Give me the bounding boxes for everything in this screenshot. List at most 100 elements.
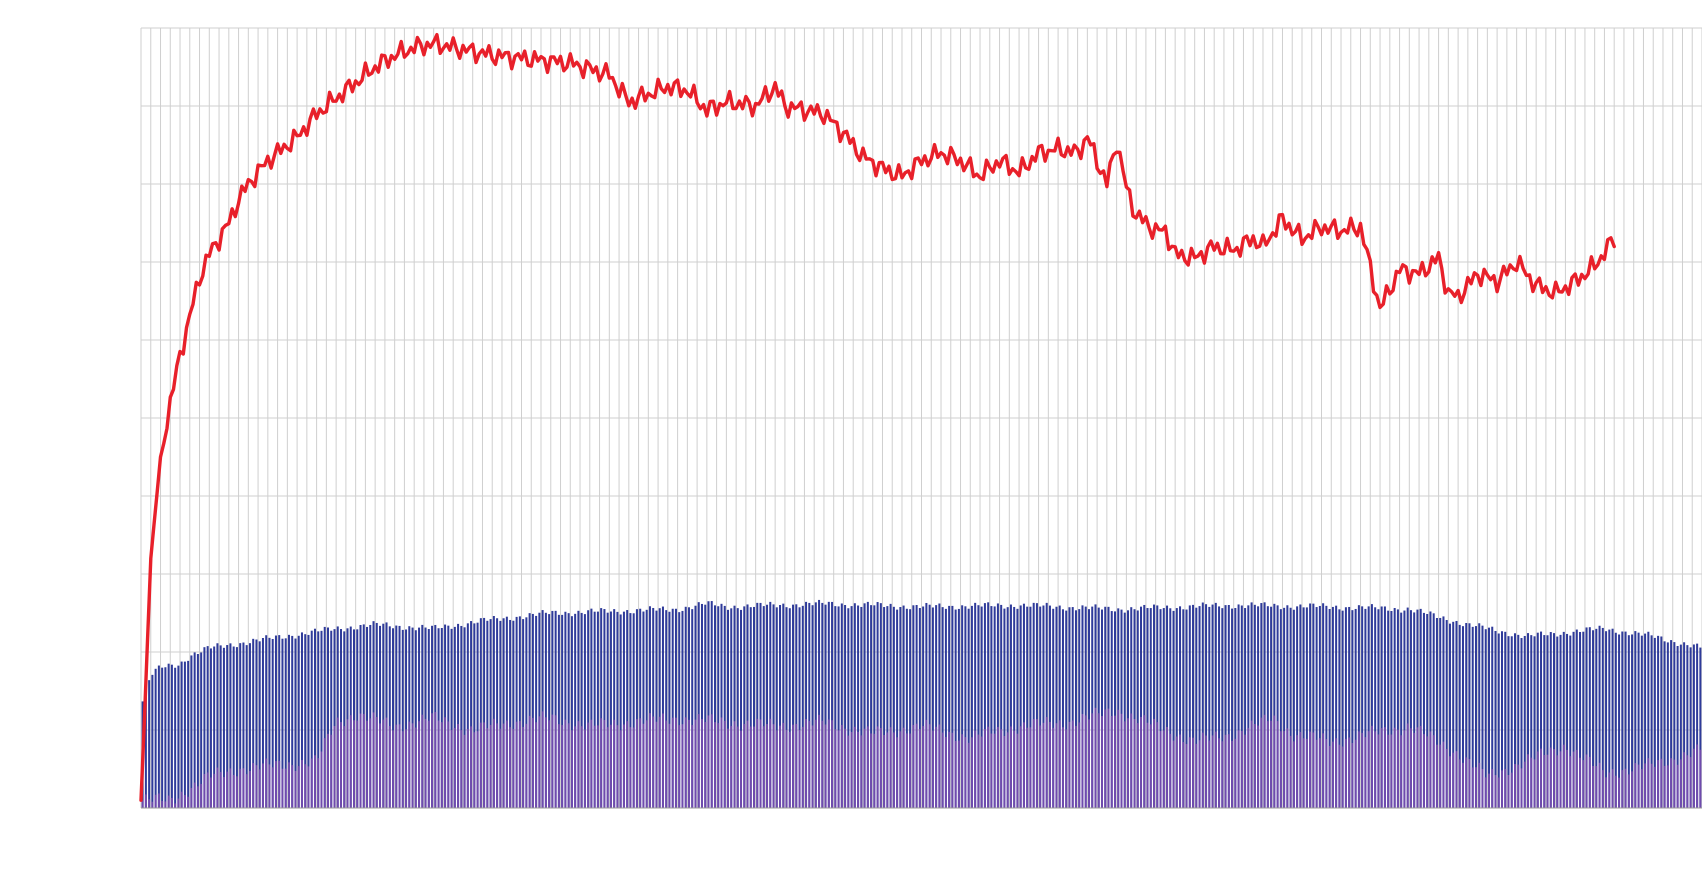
overlay-bar: [535, 722, 538, 808]
background-bar: [655, 610, 658, 808]
overlay-bar: [1058, 720, 1061, 808]
background-bar: [1455, 620, 1458, 808]
background-bar: [1605, 631, 1608, 808]
overlay-bar: [1182, 742, 1185, 808]
overlay-bar: [1302, 738, 1305, 808]
overlay-bar: [1231, 740, 1234, 808]
overlay-bar: [144, 794, 147, 808]
overlay-bar: [1540, 748, 1543, 808]
background-bar: [570, 616, 573, 808]
background-bar: [1071, 607, 1074, 808]
overlay-bar: [909, 733, 912, 808]
background-bar: [174, 667, 177, 808]
background-bar: [326, 627, 330, 808]
overlay-bar: [1068, 721, 1071, 808]
overlay-bar: [665, 720, 668, 808]
overlay-bar: [1455, 751, 1458, 808]
overlay-bar: [1452, 752, 1455, 808]
overlay-bar: [1585, 754, 1588, 808]
background-bar: [271, 638, 274, 808]
overlay-bar: [154, 794, 157, 808]
background-bar: [961, 605, 964, 808]
overlay-bar: [996, 727, 999, 808]
background-bar: [700, 603, 703, 808]
background-bar: [1465, 622, 1468, 808]
background-bar: [759, 602, 762, 808]
overlay-bar: [151, 801, 154, 808]
background-bar: [1523, 635, 1526, 808]
background-bar: [1553, 633, 1556, 808]
background-bar: [1126, 610, 1130, 808]
overlay-bar: [889, 727, 892, 808]
overlay-bar: [408, 721, 411, 808]
overlay-bar: [1676, 764, 1679, 808]
line-series: [139, 33, 1616, 802]
background-bar: [1312, 603, 1315, 808]
background-bar: [769, 601, 772, 808]
background-bar: [1113, 611, 1117, 808]
overlay-bar: [479, 722, 482, 808]
background-bar: [860, 606, 863, 808]
overlay-bar: [183, 795, 186, 808]
overlay-bar: [1279, 731, 1282, 808]
background-bar: [977, 605, 980, 808]
background-bar: [382, 623, 385, 808]
overlay-bar: [561, 725, 564, 808]
overlay-bar: [1390, 734, 1393, 808]
background-bar: [899, 607, 902, 808]
background-bar: [1029, 606, 1032, 808]
background-bar: [1299, 604, 1302, 808]
background-bar: [827, 601, 830, 808]
overlay-bar: [1234, 738, 1237, 808]
overlay-bar: [1126, 718, 1130, 808]
background-bar: [193, 652, 196, 808]
overlay-bar: [1312, 732, 1315, 808]
background-bar: [190, 655, 193, 808]
background-bar: [239, 643, 242, 808]
overlay-bar: [447, 721, 450, 808]
background-bar: [1507, 636, 1510, 808]
overlay-bar: [785, 729, 788, 808]
overlay-bar: [769, 718, 772, 808]
overlay-bar: [1468, 759, 1471, 808]
overlay-bar: [1406, 723, 1409, 808]
background-bar: [1364, 608, 1367, 808]
overlay-bar: [1461, 762, 1464, 808]
background-bar: [902, 605, 905, 808]
background-bar: [161, 667, 164, 808]
overlay-bar: [626, 721, 629, 808]
overlay-bar: [983, 729, 986, 808]
background-bar: [515, 616, 518, 808]
background-bar: [1679, 644, 1682, 808]
background-bar: [876, 602, 879, 808]
background-bar: [343, 631, 346, 808]
overlay-bar: [671, 717, 674, 808]
background-bar: [772, 604, 775, 808]
overlay-bar: [1338, 744, 1341, 808]
background-bar: [1302, 607, 1305, 808]
overlay-bar: [496, 723, 499, 808]
background-bar: [177, 665, 180, 808]
background-bar: [1517, 634, 1520, 808]
overlay-bar: [1403, 730, 1406, 808]
overlay-bar: [635, 719, 638, 808]
background-bar: [951, 605, 954, 808]
overlay-bar: [606, 727, 609, 808]
background-bar: [148, 680, 151, 808]
background-bar: [909, 609, 912, 808]
overlay-bar: [1504, 768, 1507, 808]
overlay-bar: [1195, 743, 1198, 808]
overlay-bar: [1019, 726, 1022, 808]
background-bar: [291, 635, 294, 808]
overlay-bar: [1354, 739, 1357, 808]
background-bar: [258, 641, 261, 808]
overlay-bar: [772, 724, 775, 808]
background-bar: [1143, 604, 1146, 808]
background-bar: [388, 626, 391, 808]
background-bar: [840, 603, 843, 808]
background-bar: [1328, 609, 1331, 808]
overlay-bar: [219, 771, 222, 808]
overlay-bar: [1009, 726, 1012, 808]
overlay-bar: [964, 737, 967, 808]
background-bar: [1019, 605, 1022, 808]
